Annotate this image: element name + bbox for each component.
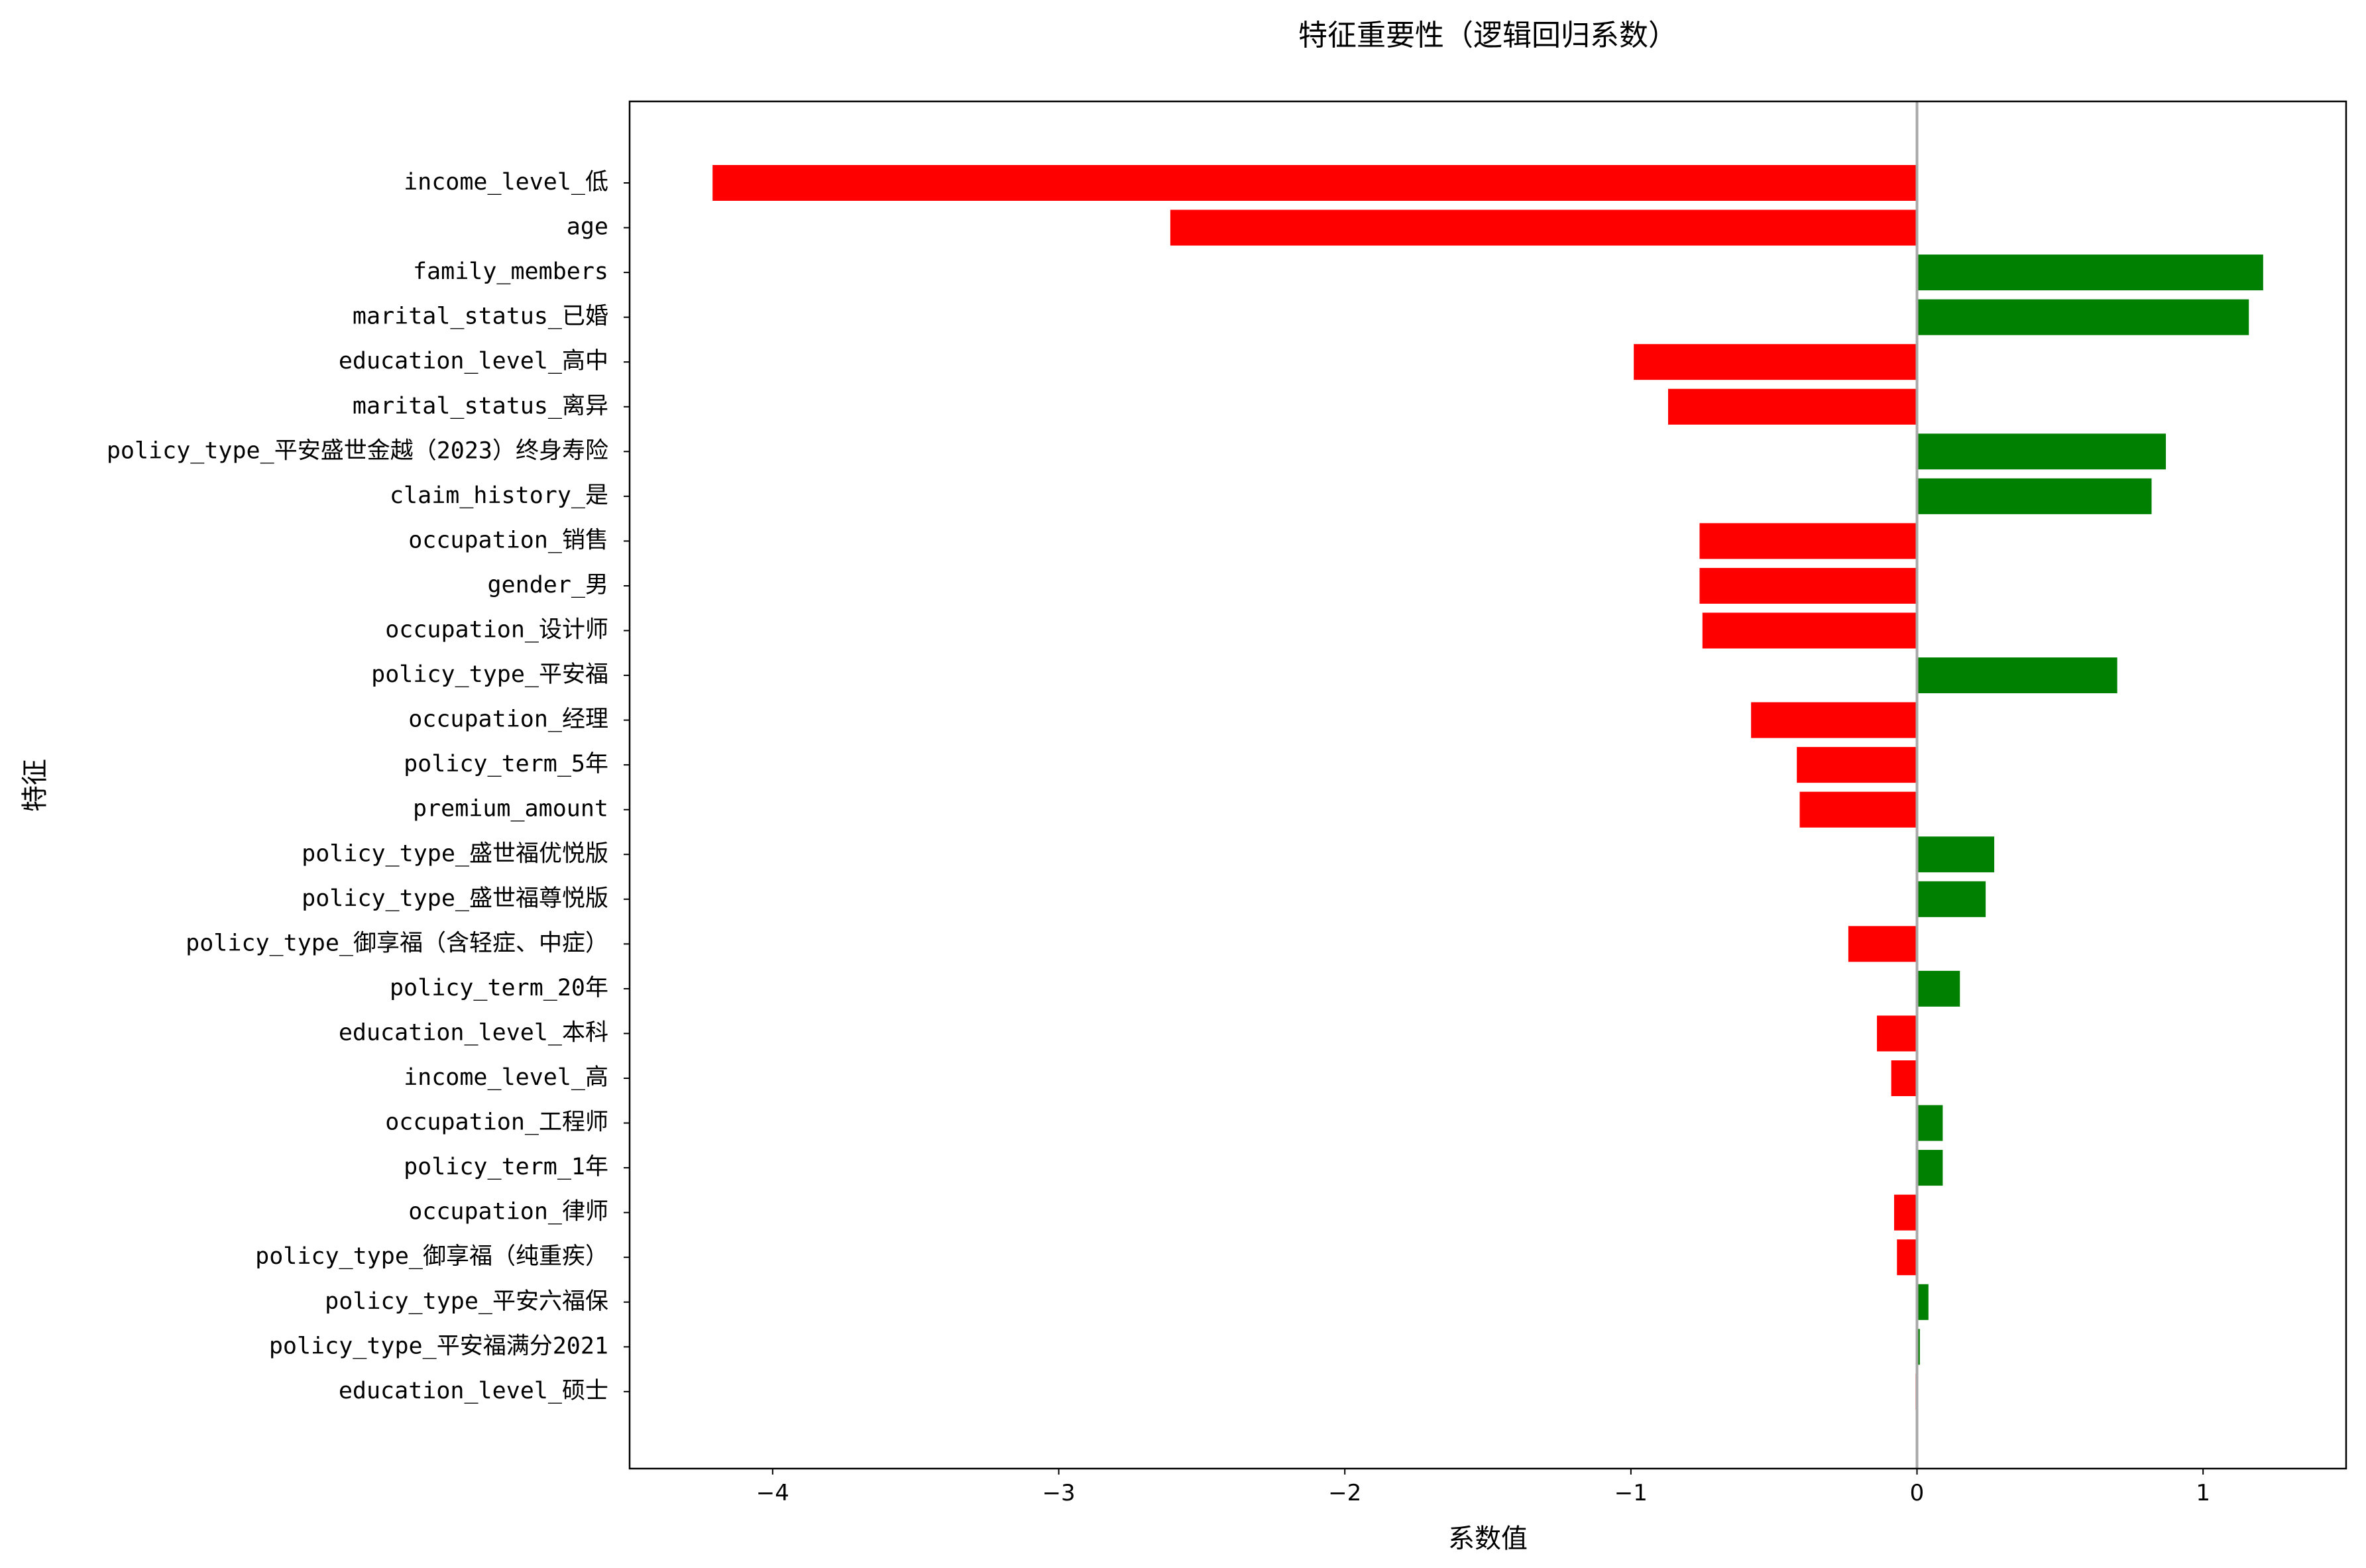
y-tick-label: income_level_高	[404, 1064, 608, 1091]
y-tick-label: occupation_律师	[408, 1199, 608, 1225]
bar	[1699, 523, 1917, 559]
bar	[1797, 747, 1917, 783]
y-tick-label: occupation_经理	[408, 706, 608, 733]
bar	[1917, 1150, 1943, 1186]
y-tick-label: premium_amount	[413, 796, 608, 822]
x-axis: −4 −3 −2 −1 0 1	[756, 1469, 2210, 1506]
y-tick-label: policy_term_5年	[404, 751, 608, 777]
bar	[1170, 209, 1917, 246]
bar	[1877, 1015, 1917, 1052]
x-tick-label: 0	[1910, 1480, 1925, 1506]
x-tick-label: −1	[1614, 1480, 1648, 1506]
y-tick-label: policy_type_御享福（含轻症、中症）	[186, 930, 608, 956]
x-tick-label: −2	[1328, 1480, 1361, 1506]
bar	[1917, 657, 2117, 694]
y-tick-label: policy_type_平安盛世金越（2023）终身寿险	[107, 437, 608, 464]
bars-layer	[712, 165, 2263, 1410]
bar	[1893, 1194, 1917, 1231]
y-tick-label: policy_type_盛世福尊悦版	[302, 885, 608, 912]
y-tick-label: occupation_销售	[408, 527, 608, 553]
bar	[1917, 1284, 1929, 1320]
bar	[1917, 881, 1986, 917]
y-tick-label: education_level_高中	[339, 348, 608, 374]
bar	[1751, 702, 1917, 738]
y-tick-label: policy_type_平安福满分2021	[269, 1333, 608, 1359]
bar	[1917, 1105, 1943, 1141]
y-tick-label: policy_type_盛世福优悦版	[302, 840, 608, 867]
y-tick-label: income_level_低	[404, 169, 608, 196]
bar	[1917, 970, 1960, 1007]
y-tick-label: marital_status_已婚	[353, 304, 608, 330]
bar	[1699, 567, 1917, 604]
y-tick-label: policy_type_御享福（纯重疾）	[255, 1243, 608, 1270]
x-tick-label: 1	[2196, 1480, 2210, 1506]
x-tick-label: −4	[756, 1480, 789, 1506]
y-tick-label: education_level_本科	[339, 1019, 608, 1046]
bar	[1702, 612, 1917, 649]
bar	[712, 165, 1917, 201]
bar	[1917, 478, 2152, 514]
y-tick-label: policy_term_20年	[390, 975, 608, 1001]
y-tick-label: policy_type_平安福	[371, 661, 608, 688]
bar	[1667, 388, 1917, 425]
chart-title: 特征重要性（逻辑回归系数）	[1298, 19, 1677, 52]
bar	[1917, 433, 2167, 470]
y-tick-label: family_members	[413, 258, 608, 285]
bar	[1897, 1239, 1917, 1276]
bar	[1634, 344, 1917, 380]
y-tick-label: policy_term_1年	[404, 1154, 608, 1180]
x-axis-label: 系数值	[1448, 1524, 1528, 1554]
bar	[1799, 791, 1917, 828]
y-tick-label: marital_status_离异	[353, 393, 608, 420]
plot-area-frame	[628, 100, 2347, 1470]
y-tick-label: education_level_硕士	[339, 1378, 608, 1404]
bar	[1917, 254, 2263, 291]
bar	[1917, 299, 2249, 335]
y-tick-label: gender_男	[487, 572, 608, 598]
y-axis-label: 特征	[20, 759, 50, 812]
x-tick-label: −3	[1042, 1480, 1075, 1506]
y-tick-label: occupation_设计师	[385, 617, 608, 644]
bar	[1917, 836, 1995, 873]
bar	[1891, 1060, 1917, 1096]
bar	[1848, 926, 1917, 962]
y-tick-label: age	[567, 214, 608, 241]
y-tick-label: occupation_工程师	[385, 1109, 608, 1136]
y-tick-label: claim_history_是	[390, 482, 608, 509]
bar	[1917, 1329, 1920, 1365]
y-tick-label: policy_type_平安六福保	[325, 1288, 608, 1315]
